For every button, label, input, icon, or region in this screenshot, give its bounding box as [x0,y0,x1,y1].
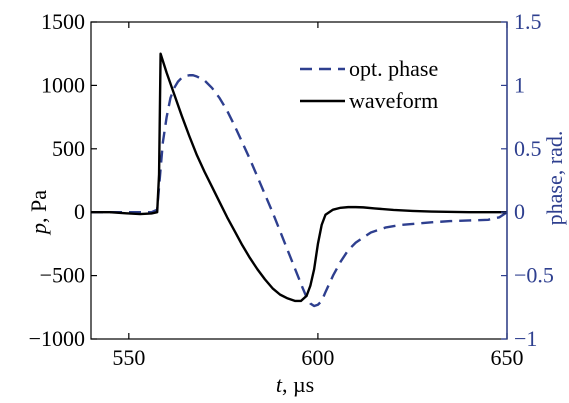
y-left-tick-label: 500 [52,136,85,161]
legend: opt. phase waveform [300,56,438,113]
plot-frame [90,21,508,340]
y-left-tick-label: −500 [40,263,85,288]
y-right-tick-label: 0.5 [514,136,542,161]
y-right-tick-label: 0 [514,199,525,224]
series-line-opt-phase [91,74,508,308]
y-left-tick-label: 1500 [41,9,85,34]
series-layer [91,52,508,308]
x-tick-label: 650 [491,345,524,370]
y-left-tick-label: −1000 [29,326,85,351]
legend-label-opt-phase: opt. phase [349,56,438,81]
x-axis-title: t, µs [276,372,314,397]
y-right-tick-label: −1 [514,326,537,351]
plot-area [90,21,508,340]
x-tick-label: 550 [112,345,145,370]
y-axis-title-right: phase, rad. [542,131,567,226]
axes-layer: 550 600 650 1500 1000 500 0 −500 −1000 1.5 1 0.5 0 −0… [29,9,554,370]
legend-label-waveform: waveform [349,88,438,113]
series-line-waveform [91,52,507,303]
y-right-tick-label: −0.5 [514,263,554,288]
y-left-tick-label: 0 [74,199,85,224]
y-left-tick-label: 1000 [41,72,85,97]
y-axis-title-left: p, Pa [26,190,51,236]
y-right-tick-label: 1.5 [514,9,542,34]
x-tick-label: 600 [301,345,334,370]
y-right-tick-label: 1 [514,72,525,97]
